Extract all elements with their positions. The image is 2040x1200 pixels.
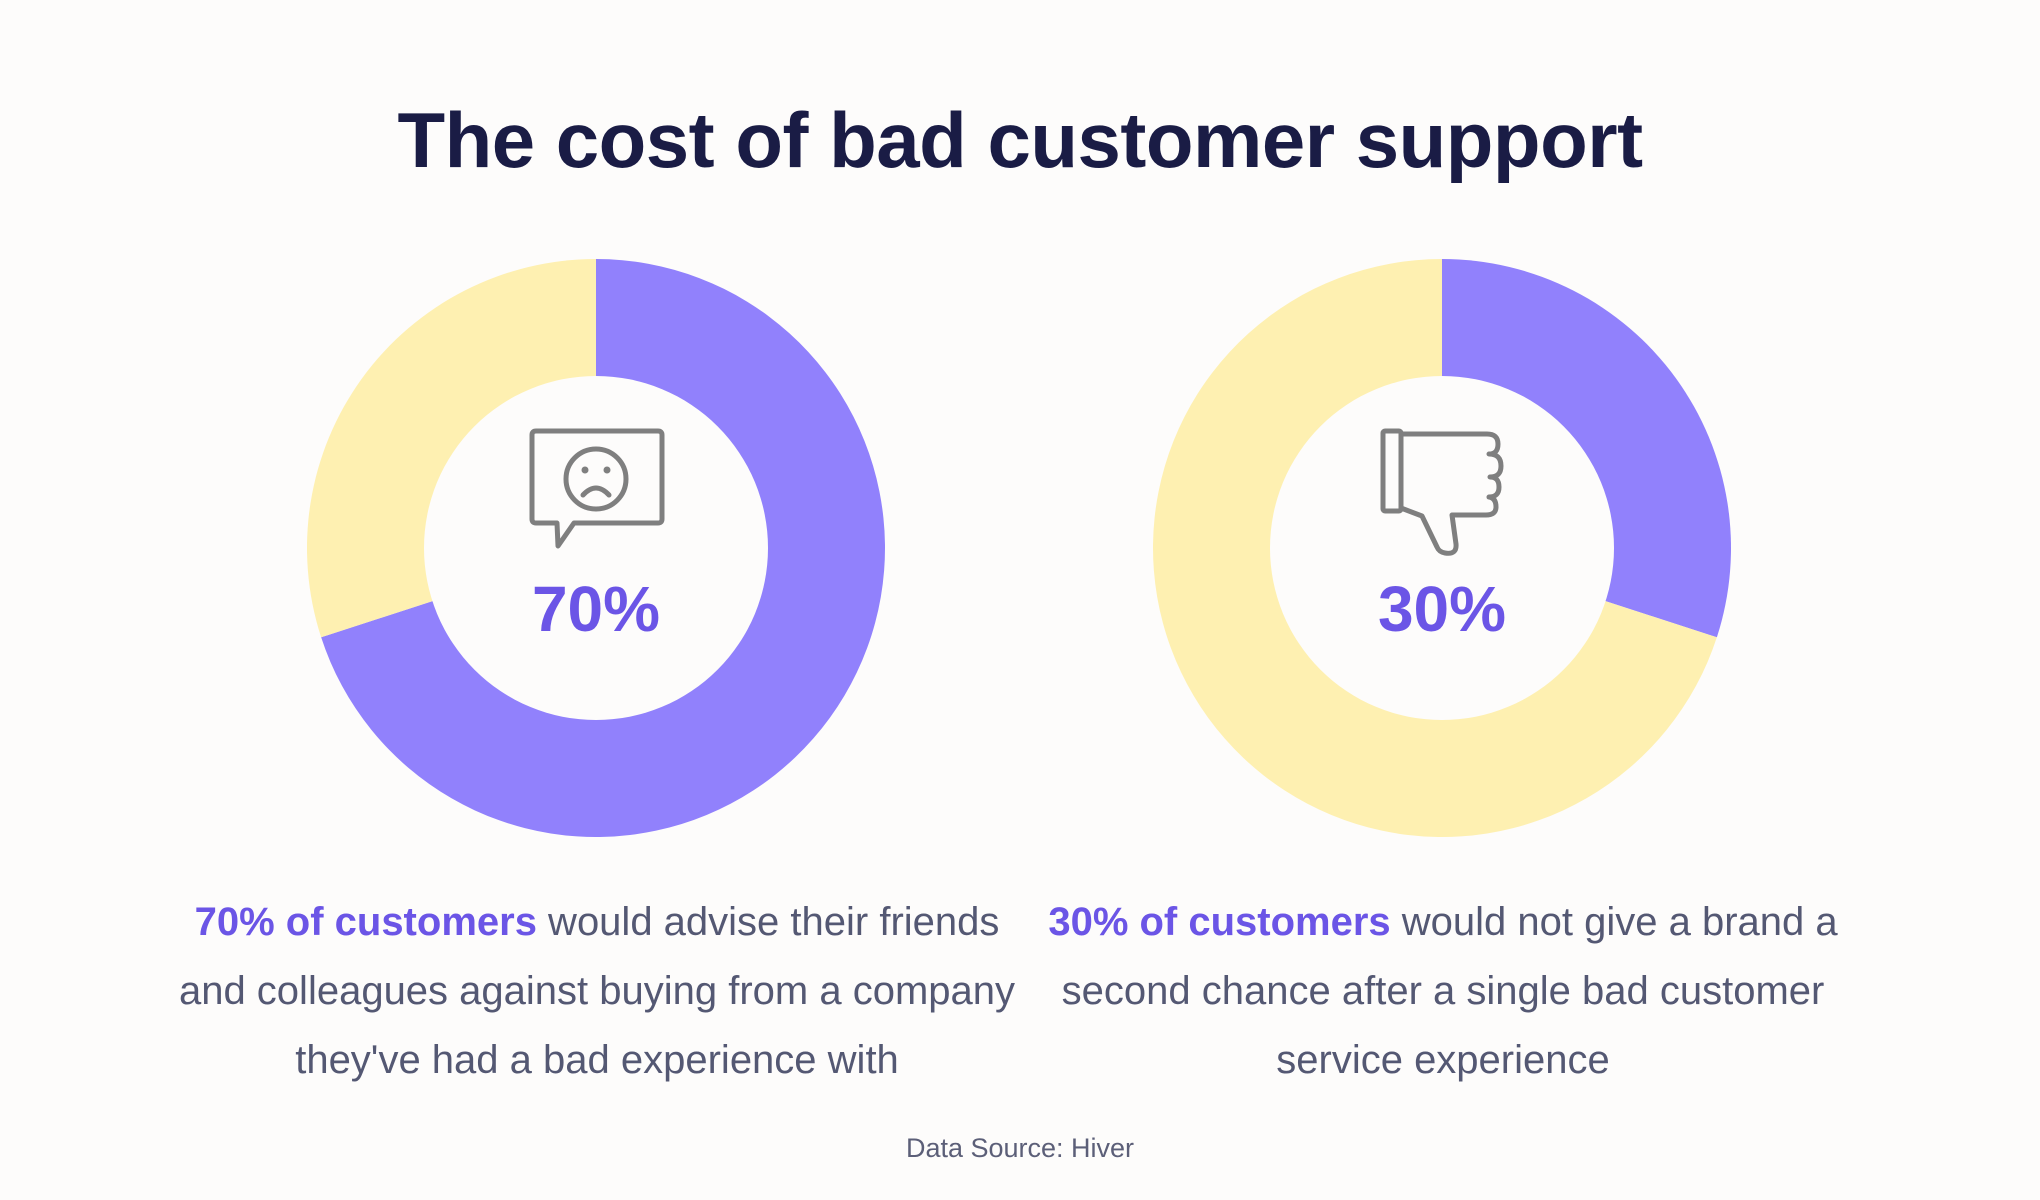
- donut-chart-2-svg: 30%: [1153, 259, 1731, 837]
- sad-face-speech-bubble-icon: [529, 428, 665, 549]
- caption-2-text: would not give a brand a second chance a…: [1061, 900, 1838, 1082]
- caption-2-highlight: 30% of customers: [1048, 900, 1391, 944]
- donut-chart-1-svg: 70%: [306, 259, 885, 837]
- page-title: The cost of bad customer support: [397, 96, 1643, 184]
- donut-chart-2: 30%: [1152, 258, 1732, 838]
- donut-2-value-label: 30%: [1378, 573, 1506, 645]
- donut-2-hole: [1270, 376, 1614, 720]
- data-source: Data Source: Hiver: [905, 1133, 1135, 1163]
- donut-1-value-label: 70%: [532, 573, 660, 645]
- caption-1: 70% of customers would advise their frie…: [157, 888, 1037, 1095]
- caption-1-text: would advise their friends and colleague…: [178, 900, 1016, 1082]
- caption-2: 30% of customers would not give a brand …: [1003, 888, 1883, 1095]
- caption-1-highlight: 70% of customers: [194, 900, 537, 944]
- donut-chart-1: 70%: [306, 258, 886, 838]
- donut-1-hole: [424, 376, 768, 720]
- thumbs-down-icon: [1380, 428, 1504, 556]
